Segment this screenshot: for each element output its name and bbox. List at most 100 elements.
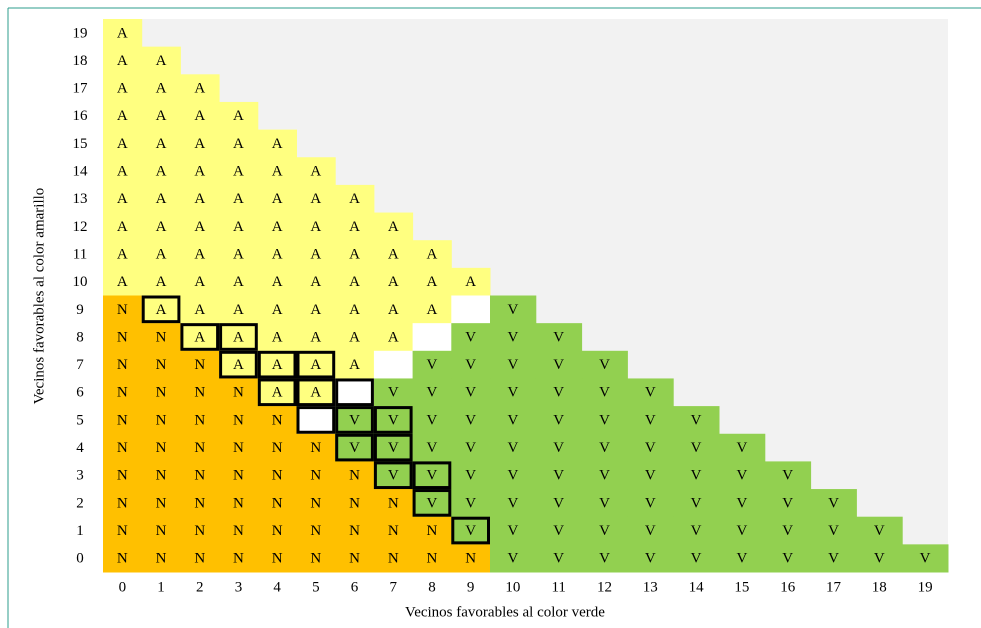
cell [451,323,491,352]
cell-label: N [156,440,167,456]
cell-label: A [233,219,244,235]
cell [180,129,220,158]
cell-label: V [645,440,656,456]
cell-label: N [194,440,205,456]
cell [141,184,181,214]
cell-label: A [156,108,167,124]
cell [810,544,857,573]
cell-label: N [194,495,205,511]
cell [180,323,220,352]
cell-label: V [736,468,747,484]
cell [296,378,336,407]
cell [335,516,375,545]
cell [219,129,259,158]
cell [335,184,375,214]
cell-label: A [194,246,205,262]
cell [180,461,220,490]
cell [180,295,220,324]
cell-label: V [507,495,518,511]
column-label: 7 [390,579,398,595]
cell-label: A [388,329,399,345]
cell [219,323,259,352]
cell-label: V [465,329,476,345]
cell [180,544,220,573]
cell [490,489,537,518]
cell [103,101,143,131]
cell-label: N [194,551,205,567]
highlight-box [335,406,374,434]
cell [373,267,414,296]
cell-label: V [828,495,839,511]
cell [335,350,375,379]
row-label: 4 [76,440,84,456]
column-label: 12 [597,579,612,595]
cell [141,378,181,407]
cell [490,544,537,573]
cell-label: A [272,302,283,318]
row-label: 13 [73,191,88,207]
cell-label: A [427,274,438,290]
cell-label: V [736,523,747,539]
row-label: 1 [76,523,84,539]
cell-label: V [782,551,793,567]
cell [141,406,181,435]
highlight-box [451,516,490,545]
cell-label: V [388,412,399,428]
cell-label: N [272,412,283,428]
cell [219,406,259,435]
cell-label: A [117,81,128,97]
highlight-box [180,323,220,351]
cell-label: V [427,495,438,511]
cell-label: V [553,440,564,456]
cell [257,516,297,545]
cell-label: A [156,219,167,235]
cell [257,378,297,407]
cell-label: A [272,385,283,401]
cell [412,378,452,407]
cell [103,212,143,241]
cell-label: A [233,329,244,345]
cell-label: A [310,219,321,235]
cell-label: A [194,274,205,290]
column-label: 18 [872,579,887,595]
cell [627,489,674,518]
cell-label: V [828,551,839,567]
column-label: 15 [734,579,749,595]
cell-label: N [117,385,128,401]
highlight-box [373,461,413,490]
cell [581,544,628,573]
cell-label: N [117,468,128,484]
cell [719,489,766,518]
row-label: 16 [73,108,89,124]
cell [412,544,452,573]
cell [180,74,220,103]
cell-label: A [388,302,399,318]
cell-label: N [156,385,167,401]
cell [764,489,812,518]
cell [535,516,583,545]
cell-label: A [310,246,321,262]
cell [581,516,628,545]
cell-label: A [156,191,167,207]
cell [490,350,537,379]
cell [103,489,143,518]
cell-label: A [194,108,205,124]
highlight-box [257,378,297,407]
cell-label: V [553,495,564,511]
cell-label: V [645,412,656,428]
row-label: 12 [73,219,88,235]
row-label: 5 [76,412,84,428]
cell-label: A [349,191,360,207]
cell-label: N [117,357,128,373]
cell [581,433,628,462]
cell [141,240,181,269]
column-label: 14 [689,579,705,595]
cell-label: V [349,440,360,456]
cell [581,461,628,490]
cell [451,516,491,545]
cell-label: V [465,468,476,484]
cell-label: V [507,551,518,567]
cell [412,295,452,324]
cell-label: A [427,246,438,262]
column-label: 9 [467,579,475,595]
